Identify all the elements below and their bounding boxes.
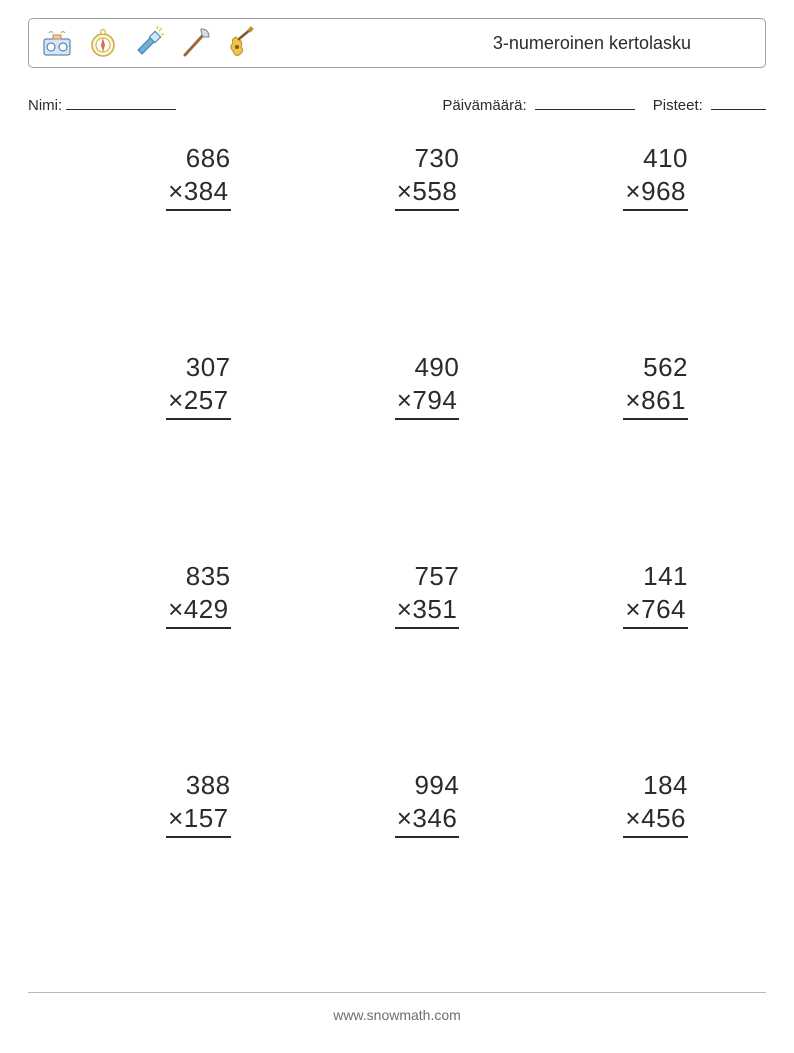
problems-grid: 686×384 730×558 410×968 307×257 490×794 562×8… [28, 142, 766, 838]
multiplicand: 307 [186, 351, 231, 384]
multiplication-problem: 835×429 [74, 560, 263, 629]
score-blank[interactable] [711, 94, 766, 110]
multiplicand: 388 [186, 769, 231, 802]
compass-icon [85, 25, 121, 61]
multiplication-problem: 994×346 [303, 769, 492, 838]
flashlight-icon [131, 25, 167, 61]
multiplier: ×384 [166, 175, 231, 212]
multiplier: ×429 [166, 593, 231, 630]
multiplication-problem: 388×157 [74, 769, 263, 838]
multiplicand: 184 [643, 769, 688, 802]
multiplicand: 730 [414, 142, 459, 175]
footer-rule [28, 992, 766, 993]
multiplication-problem: 490×794 [303, 351, 492, 420]
multiplication-problem: 410×968 [531, 142, 720, 211]
meta-row: Nimi: Päivämäärä: Pisteet: [28, 94, 766, 114]
score-label: Pisteet: [653, 97, 703, 114]
multiplier: ×157 [166, 802, 231, 839]
multiplication-problem: 686×384 [74, 142, 263, 211]
multiplicand: 562 [643, 351, 688, 384]
name-blank[interactable] [66, 94, 176, 110]
multiplicand: 410 [643, 142, 688, 175]
multiplicand: 757 [414, 560, 459, 593]
multiplier: ×456 [623, 802, 688, 839]
multiplier: ×794 [395, 384, 460, 421]
multiplier: ×558 [395, 175, 460, 212]
multiplier: ×351 [395, 593, 460, 630]
multiplicand: 490 [414, 351, 459, 384]
multiplication-problem: 184×456 [531, 769, 720, 838]
axe-icon [177, 25, 213, 61]
header-box: 3-numeroinen kertolasku [28, 18, 766, 68]
multiplier: ×346 [395, 802, 460, 839]
multiplication-problem: 141×764 [531, 560, 720, 629]
multiplier: ×764 [623, 593, 688, 630]
date-label: Päivämäärä: [442, 97, 526, 114]
multiplication-problem: 562×861 [531, 351, 720, 420]
header-icons [39, 25, 259, 61]
multiplication-problem: 730×558 [303, 142, 492, 211]
name-label: Nimi: [28, 97, 62, 114]
worksheet-title: 3-numeroinen kertolasku [493, 33, 751, 54]
worksheet-page: 3-numeroinen kertolasku Nimi: Päivämäärä… [0, 0, 794, 1053]
multiplier: ×861 [623, 384, 688, 421]
meta-name: Nimi: [28, 94, 176, 114]
meta-score: Pisteet: [653, 94, 766, 114]
multiplicand: 994 [414, 769, 459, 802]
multiplicand: 686 [186, 142, 231, 175]
multiplicand: 141 [643, 560, 688, 593]
multiplier: ×968 [623, 175, 688, 212]
date-blank[interactable] [535, 94, 635, 110]
multiplicand: 835 [186, 560, 231, 593]
multiplication-problem: 307×257 [74, 351, 263, 420]
multiplier: ×257 [166, 384, 231, 421]
guitar-icon [223, 25, 259, 61]
footer: www.snowmath.com [0, 992, 794, 1023]
footer-text: www.snowmath.com [333, 1007, 461, 1023]
meta-date: Päivämäärä: [442, 94, 634, 114]
boombox-icon [39, 25, 75, 61]
multiplication-problem: 757×351 [303, 560, 492, 629]
